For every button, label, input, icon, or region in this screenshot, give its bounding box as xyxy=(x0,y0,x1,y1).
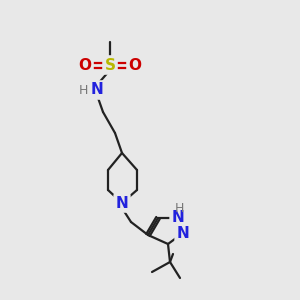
Text: O: O xyxy=(128,58,142,73)
Text: N: N xyxy=(116,196,128,211)
Text: S: S xyxy=(104,58,116,73)
Text: N: N xyxy=(91,82,103,98)
Text: H: H xyxy=(174,202,184,214)
Text: H: H xyxy=(78,85,88,98)
Text: N: N xyxy=(177,226,189,241)
Text: O: O xyxy=(79,58,92,73)
Text: N: N xyxy=(172,211,184,226)
